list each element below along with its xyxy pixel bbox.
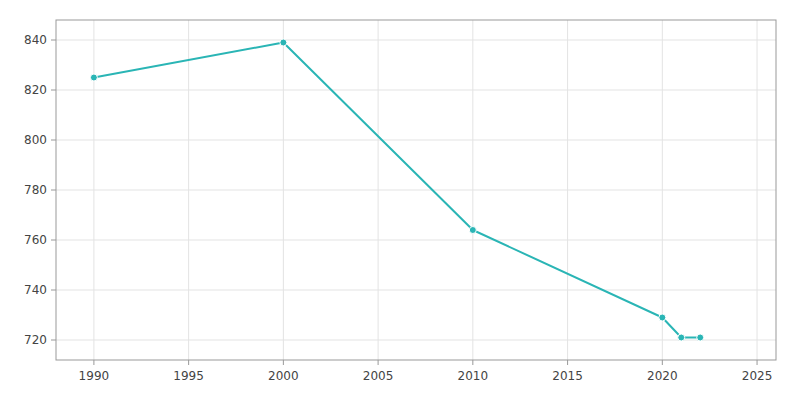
y-tick — [51, 90, 56, 91]
grid — [56, 20, 776, 360]
x-tick-label: 2025 — [742, 369, 773, 383]
x-tick-label: 2005 — [363, 369, 394, 383]
point — [659, 314, 666, 321]
axes: 1990 1995 2000 2005 2010 2015 2020 2025 720 740 76… — [24, 33, 772, 383]
y-tick-label: 740 — [24, 283, 47, 297]
x-tick — [757, 360, 758, 365]
y-tick-label: 820 — [24, 83, 47, 97]
x-tick — [93, 360, 94, 365]
y-grid-line — [56, 340, 776, 341]
x-tick — [283, 360, 284, 365]
x-tick — [567, 360, 568, 365]
y-tick-label: 840 — [24, 33, 47, 47]
series — [90, 39, 703, 341]
chart: 1990 1995 2000 2005 2010 2015 2020 2025 720 740 76… — [0, 0, 800, 400]
y-tick-label: 720 — [24, 333, 47, 347]
x-tick — [662, 360, 663, 365]
point — [469, 227, 476, 234]
y-tick — [51, 240, 56, 241]
y-grid-line — [56, 40, 776, 41]
y-grid-line — [56, 190, 776, 191]
x-tick-label: 2010 — [458, 369, 489, 383]
line — [94, 43, 700, 338]
y-tick — [51, 290, 56, 291]
x-tick-label: 1990 — [79, 369, 110, 383]
y-tick — [51, 40, 56, 41]
y-grid-line — [56, 240, 776, 241]
y-tick — [51, 140, 56, 141]
y-grid-line — [56, 140, 776, 141]
point — [678, 334, 685, 341]
y-tick — [51, 190, 56, 191]
point — [697, 334, 704, 341]
point — [90, 74, 97, 81]
plot-frame — [56, 20, 776, 360]
y-grid-line — [56, 290, 776, 291]
y-tick-label: 800 — [24, 133, 47, 147]
page: {"chart_data": {"type": "line", "x": [19… — [0, 0, 800, 400]
y-tick-label: 760 — [24, 233, 47, 247]
y-tick — [51, 340, 56, 341]
y-grid-line — [56, 90, 776, 91]
x-tick-label: 2020 — [647, 369, 678, 383]
x-tick — [188, 360, 189, 365]
x-tick-label: 1995 — [173, 369, 204, 383]
x-tick-label: 2015 — [552, 369, 583, 383]
x-tick — [472, 360, 473, 365]
x-tick — [378, 360, 379, 365]
x-tick-label: 2000 — [268, 369, 299, 383]
y-tick-label: 780 — [24, 183, 47, 197]
point — [280, 39, 287, 46]
